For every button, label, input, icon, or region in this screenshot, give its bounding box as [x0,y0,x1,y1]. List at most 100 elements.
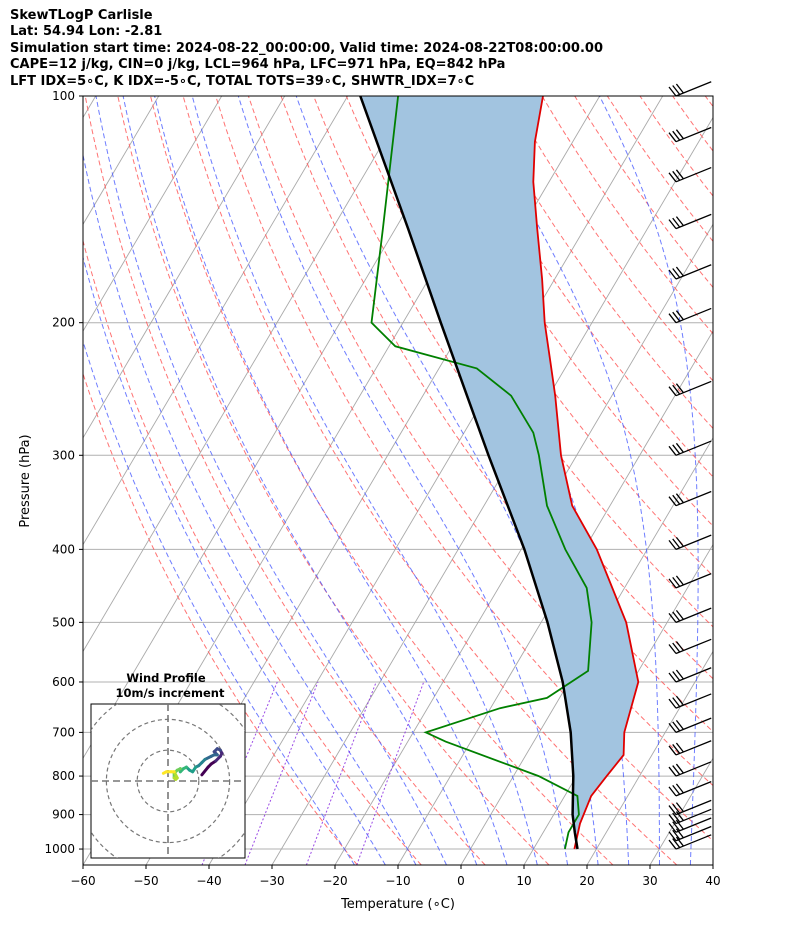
barb-shaft [675,667,712,683]
indices-line-1: CAPE=12 j/kg, CIN=0 j/kg, LCL=964 hPa, L… [10,57,506,73]
y-tick-label: 600 [52,675,75,689]
barb-flag [672,744,681,754]
y-tick-label: 300 [52,448,75,462]
dry-adiabat [639,96,713,197]
wind-barb [668,213,712,230]
barb-shaft [675,693,712,709]
dry-adiabat [83,372,358,865]
isotherm-line [83,96,349,546]
cape-area [360,96,639,849]
location-line: Lat: 54.94 Lon: -2.81 [10,24,163,40]
barb-flag [668,805,677,815]
barb-shaft [675,213,712,230]
x-tick-label: 20 [579,874,594,888]
barb-flag [668,219,677,230]
chart-header: SkewTLogP Carlisle Lat: 54.94 Lon: -2.81… [10,8,603,90]
dry-adiabat [150,96,614,865]
barb-shaft [675,825,712,842]
barb-flag [675,783,684,794]
moist-adiabat [154,96,508,865]
barb-flag [672,642,681,653]
barb-flag [675,828,684,839]
barb-flag [675,83,684,94]
barb-flag [675,609,684,620]
moist-adiabat [191,96,538,865]
wind-barb [668,761,712,777]
y-tick-label: 1000 [44,842,75,856]
barb-flag [675,742,684,753]
barb-flag [668,786,677,797]
dry-adiabat [117,96,550,865]
x-axis-label: Temperature (∘C) [340,897,455,912]
barb-flag [675,383,684,394]
barb-flag [675,819,684,830]
x-tick-label: 0 [457,874,465,888]
barb-flag [675,442,684,453]
wind-barb [668,808,712,825]
hodograph-segment [161,770,168,775]
wind-barb [668,490,712,507]
x-tick-label: −10 [385,874,410,888]
dry-adiabat [215,96,713,842]
moist-adiabat [83,255,386,865]
barb-shaft [675,761,712,777]
barb-flag [668,672,677,683]
wind-barb [668,817,712,833]
dewpoint-profile [370,96,593,850]
barb-flag [668,313,677,324]
barb-shaft [675,490,712,507]
barb-flag [675,575,684,586]
barb-shaft [675,81,712,97]
barb-flag [668,644,677,654]
barb-flag [668,386,677,397]
hodograph-plot [91,704,245,858]
wind-barb [668,534,712,550]
y-tick-label: 900 [52,808,75,822]
barb-flag [672,765,681,775]
dry-adiabat [84,96,486,865]
barb-flag [668,269,677,280]
barb-flag [668,822,677,833]
barb-flag [675,695,684,706]
y-tick-label: 100 [52,89,75,103]
barb-flag [672,538,681,549]
moist-adiabat [95,96,447,865]
barb-flag [672,494,681,505]
isotherm-line [586,650,713,865]
barb-shaft [675,534,712,550]
mixing-ratio-line [244,681,319,865]
barb-flag [675,536,684,547]
barb-shaft [675,573,712,589]
y-tick-label: 200 [52,316,75,330]
barb-flag [668,172,677,183]
wind-barb [668,693,712,709]
wind-barb [668,638,712,655]
x-tick-label: −60 [70,874,95,888]
y-tick-label: 400 [52,542,75,556]
wind-barb [668,825,712,842]
x-tick-label: 10 [516,874,531,888]
x-tick-label: −30 [259,874,284,888]
wind-barb [668,81,712,97]
barb-flag [675,669,684,680]
barb-flag [668,722,677,733]
barb-flag [672,384,681,395]
y-tick-label: 700 [52,725,75,739]
barb-flag [672,803,681,814]
barb-flag [672,821,681,832]
barb-flag [668,445,677,456]
moist-adiabat [122,96,478,865]
wind-barb [668,834,712,850]
barb-flag [675,493,684,504]
barb-flag [672,130,681,141]
x-tick-label: 40 [705,874,720,888]
mixing-ratio-line [356,681,425,865]
barb-flag [672,85,681,95]
isotherm-line [397,330,713,865]
barb-flag [672,721,681,732]
barb-flag [672,784,681,795]
barb-shaft [675,166,712,183]
barb-flag [672,576,681,587]
barb-flag [672,170,681,181]
